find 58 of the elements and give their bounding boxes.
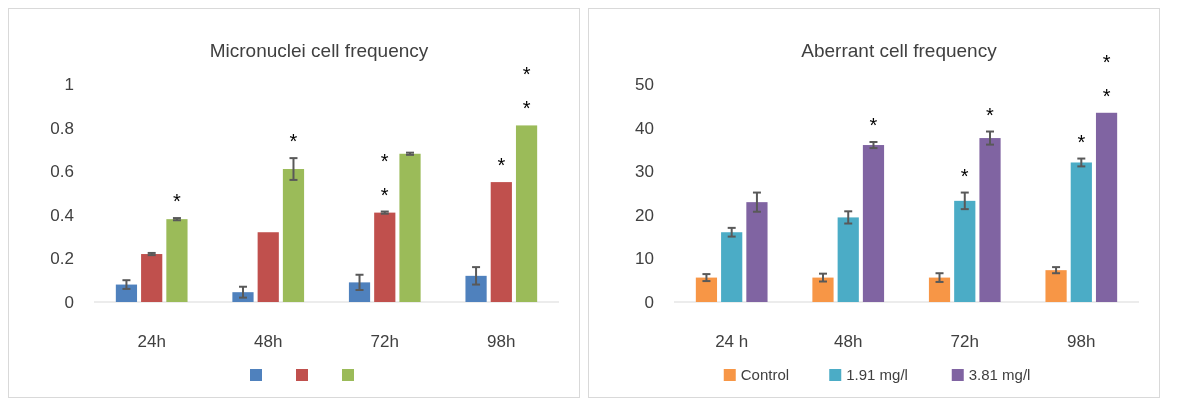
bar: [812, 277, 834, 302]
data-label: * *: [522, 63, 531, 120]
chart-title: Micronuclei cell frequency: [209, 40, 429, 61]
data-label: * *: [380, 149, 389, 206]
y-tick-label: 30: [635, 162, 654, 182]
bar: [490, 182, 512, 302]
bar: [515, 125, 538, 302]
x-tick-label: 48h: [834, 332, 863, 351]
legend-label: 3.81 mg/l: [968, 366, 1031, 383]
bar: [399, 153, 421, 302]
bar: [465, 275, 487, 302]
bar: [746, 202, 768, 302]
x-tick-label: 24 h: [715, 332, 749, 351]
x-tick-label: 48h: [254, 332, 283, 351]
bar: [374, 212, 396, 302]
data-label: *: [1077, 130, 1086, 153]
y-tick-label: 20: [635, 205, 654, 225]
x-tick-label: 98h: [1067, 332, 1096, 351]
bar: [282, 169, 305, 302]
x-tick-label: 72h: [370, 332, 399, 351]
bar: [115, 284, 138, 302]
bar: [928, 277, 951, 302]
legend-label: 1.91 mg/l: [846, 366, 908, 383]
legend-label: Control: [740, 366, 790, 383]
y-tick-label: 0.8: [50, 118, 74, 138]
y-tick-label: 0.2: [50, 249, 74, 269]
y-tick-label: 40: [635, 118, 654, 138]
y-tick-label: 0.6: [50, 162, 74, 182]
data-label: *: [960, 164, 969, 187]
y-tick-label: 0: [644, 293, 654, 312]
bar: [1045, 270, 1067, 302]
y-tick-label: 0.4: [50, 205, 74, 225]
bar: [1095, 112, 1118, 302]
data-label: *: [986, 103, 995, 126]
data-label: *: [869, 113, 878, 136]
y-tick-label: 0: [64, 293, 74, 312]
bar: [862, 145, 885, 302]
bar: [979, 138, 1001, 302]
data-label: *: [289, 130, 298, 153]
y-tick-label: 50: [635, 75, 654, 94]
bar: [257, 232, 279, 302]
y-tick-label: 1: [64, 75, 74, 94]
bar: [721, 232, 743, 302]
bar: [141, 254, 163, 302]
y-tick-label: 10: [635, 249, 654, 269]
x-tick-label: 72h: [950, 332, 979, 351]
bar: [166, 219, 188, 302]
bar: [837, 217, 859, 302]
bar: [695, 277, 718, 302]
bar: [954, 200, 976, 302]
data-label: *: [173, 190, 182, 213]
x-tick-label: 24h: [137, 332, 166, 351]
data-label: *: [497, 154, 506, 177]
chart-title: Aberrant cell frequency: [801, 40, 998, 61]
x-tick-label: 98h: [487, 332, 516, 351]
bar: [348, 282, 371, 302]
data-label: * *: [1102, 50, 1111, 107]
bar: [1070, 162, 1092, 302]
